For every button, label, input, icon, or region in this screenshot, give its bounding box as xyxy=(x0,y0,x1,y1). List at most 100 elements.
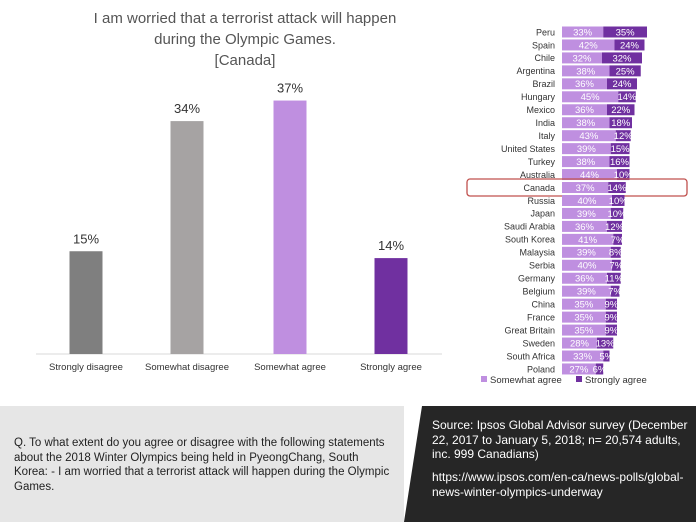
bar-strongly-france xyxy=(605,311,617,323)
bar-strongly-hungary xyxy=(618,91,636,103)
bar-strongly-peru xyxy=(603,26,647,38)
source-text: Source: Ipsos Global Advisor survey (Dec… xyxy=(432,418,688,461)
label-strongly-russia: 10% xyxy=(609,196,629,207)
label-somewhat-serbia: 40% xyxy=(577,261,597,272)
bar-strongly-germany xyxy=(607,272,621,284)
label-somewhat-brazil: 36% xyxy=(575,79,595,90)
country-label-malaysia: Malaysia xyxy=(519,248,555,258)
title-line-3: [Canada] xyxy=(214,52,276,69)
bar-strongly-spain xyxy=(614,39,645,51)
bar-somewhat-poland xyxy=(562,363,596,375)
bar-strongly-great-britain xyxy=(605,324,617,336)
value-label-strongly-agree: 14% xyxy=(378,238,404,253)
label-somewhat-turkey: 38% xyxy=(576,157,596,168)
country-label-sweden: Sweden xyxy=(522,338,555,348)
label-strongly-germany: 11% xyxy=(605,274,624,285)
bar-strongly-serbia xyxy=(612,259,621,271)
label-somewhat-argentina: 38% xyxy=(576,66,596,77)
label-strongly-argentina: 25% xyxy=(616,66,636,77)
source-url[interactable]: https://www.ipsos.com/en-ca/news-polls/g… xyxy=(432,470,684,499)
bar-somewhat-saudi-arabia xyxy=(562,220,607,232)
bar-strongly-saudi-arabia xyxy=(607,220,622,232)
bar-strongly-belgium xyxy=(610,285,620,297)
bar-somewhat-belgium xyxy=(562,285,611,297)
bar-strongly-united-states xyxy=(610,143,630,155)
label-strongly-poland: 6% xyxy=(593,364,607,375)
bar-somewhat-china xyxy=(562,298,606,310)
country-label-canada: Canada xyxy=(523,183,555,193)
bar-strongly-italy xyxy=(615,130,631,142)
bar-strongly-australia xyxy=(617,169,630,181)
bar-somewhat-disagree xyxy=(170,121,204,354)
country-label-mexico: Mexico xyxy=(526,105,555,115)
country-label-germany: Germany xyxy=(518,274,556,284)
bar-strongly-argentina xyxy=(609,65,641,77)
bar-somewhat-japan xyxy=(562,207,611,219)
country-label-france: France xyxy=(527,312,555,322)
bar-strongly-china xyxy=(605,298,617,310)
bar-somewhat-sweden xyxy=(562,337,597,349)
bar-strongly-canada xyxy=(608,182,626,194)
bar-strongly-disagree xyxy=(69,251,103,354)
bar-strongly-malaysia xyxy=(610,246,621,258)
label-somewhat-italy: 43% xyxy=(579,131,599,142)
label-somewhat-india: 38% xyxy=(576,118,596,129)
question-panel: Q. To what extent do you agree or disagr… xyxy=(0,406,404,522)
bar-strongly-turkey xyxy=(609,156,630,168)
label-strongly-italy: 12% xyxy=(614,131,634,142)
bar-somewhat-argentina xyxy=(562,65,610,77)
bar-strongly-south-africa xyxy=(603,350,610,362)
country-label-brazil: Brazil xyxy=(532,79,555,89)
country-label-china: China xyxy=(531,299,555,309)
label-strongly-saudi-arabia: 12% xyxy=(605,222,625,233)
country-label-great-britain: Great Britain xyxy=(504,325,555,335)
label-strongly-great-britain: 9% xyxy=(605,325,619,336)
label-somewhat-france: 35% xyxy=(574,313,594,324)
label-somewhat-hungary: 45% xyxy=(581,92,601,103)
country-label-south-africa: South Africa xyxy=(506,351,555,361)
bar-somewhat-spain xyxy=(562,39,615,51)
bar-strongly-india xyxy=(609,117,632,129)
label-strongly-brazil: 24% xyxy=(612,79,632,90)
bar-somewhat-brazil xyxy=(562,78,607,90)
label-somewhat-germany: 36% xyxy=(575,274,595,285)
question-text: Q. To what extent do you agree or disagr… xyxy=(14,437,390,493)
country-label-italy: Italy xyxy=(538,131,555,141)
value-label-somewhat-disagree: 34% xyxy=(174,101,200,116)
country-stacked-bar-chart: Peru 33% 35% Spain 42% 24% Chile 32% 32% Argentin… xyxy=(466,26,688,386)
label-somewhat-china: 35% xyxy=(574,300,594,311)
label-somewhat-poland: 27% xyxy=(569,364,589,375)
label-somewhat-great-britain: 35% xyxy=(574,325,594,336)
bar-somewhat-serbia xyxy=(562,259,612,271)
country-label-chile: Chile xyxy=(534,53,555,63)
country-label-russia: Russia xyxy=(527,196,555,206)
bar-somewhat-chile xyxy=(562,52,602,64)
country-label-argentina: Argentina xyxy=(516,66,555,76)
label-strongly-united-states: 15% xyxy=(611,144,631,155)
bar-somewhat-italy xyxy=(562,130,616,142)
country-label-india: India xyxy=(535,118,555,128)
bar-somewhat-malaysia xyxy=(562,246,611,258)
bar-somewhat-hungary xyxy=(562,91,619,103)
label-somewhat-united-states: 39% xyxy=(577,144,597,155)
bar-somewhat-france xyxy=(562,311,606,323)
bar-strongly-russia xyxy=(612,194,625,206)
label-strongly-sweden: 13% xyxy=(596,338,616,349)
label-strongly-south-africa: 5% xyxy=(600,351,614,362)
source-panel: Source: Ipsos Global Advisor survey (Dec… xyxy=(404,406,696,522)
label-somewhat-chile: 32% xyxy=(572,53,592,64)
bar-strongly-mexico xyxy=(607,104,635,116)
bar-somewhat-united-states xyxy=(562,143,611,155)
label-somewhat-sweden: 28% xyxy=(570,338,590,349)
bar-strongly-south-korea xyxy=(613,233,622,245)
label-somewhat-south-africa: 33% xyxy=(573,351,593,362)
label-somewhat-south-korea: 41% xyxy=(578,235,598,246)
bar-strongly-agree xyxy=(374,258,408,354)
bar-somewhat-canada xyxy=(562,182,609,194)
legend-swatch-strongly-agree xyxy=(576,376,582,382)
bar-strongly-chile xyxy=(602,52,642,64)
bar-somewhat-south-africa xyxy=(562,350,604,362)
label-strongly-mexico: 22% xyxy=(611,105,631,116)
label-strongly-japan: 10% xyxy=(607,209,627,220)
label-strongly-south-korea: 7% xyxy=(611,235,625,246)
